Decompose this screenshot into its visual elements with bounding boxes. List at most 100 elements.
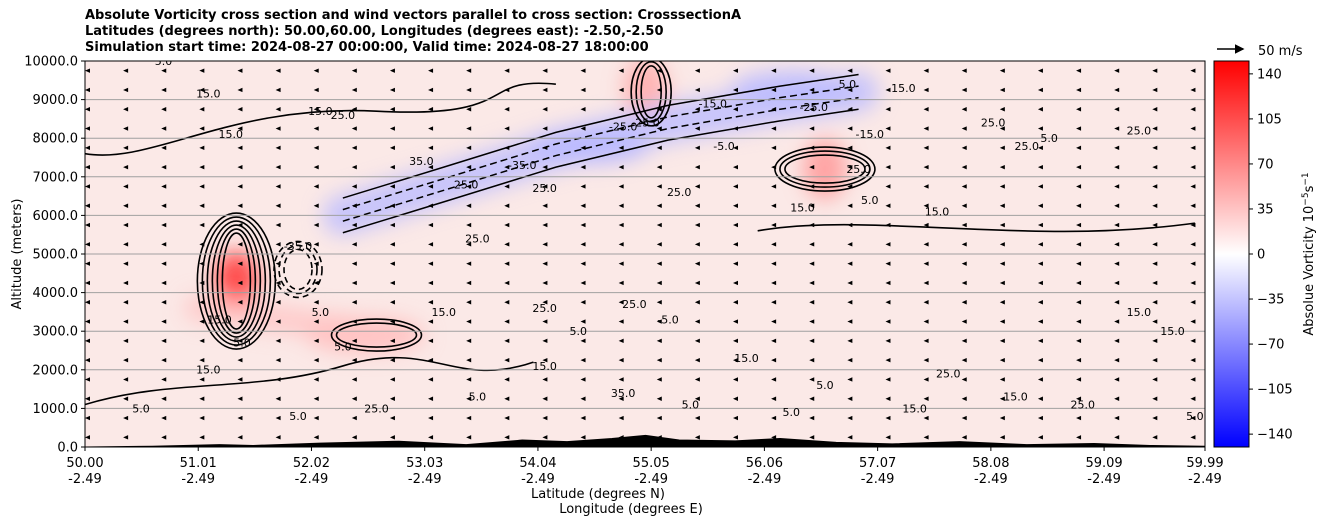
wind-vector-563 — [1152, 377, 1158, 382]
wind-vector-463 — [961, 377, 967, 382]
wind-vector-41 — [161, 415, 167, 421]
wind-vector-469 — [961, 261, 967, 266]
wind-vector-167 — [389, 300, 395, 305]
wind-vector-522 — [1076, 396, 1082, 401]
wind-vector-478 — [961, 87, 967, 93]
wind-vector-218 — [466, 87, 472, 93]
wind-vector-257 — [542, 107, 548, 112]
contour-label-41: 5.0 — [289, 410, 307, 423]
wind-vector-374 — [771, 164, 777, 170]
wind-vector-421 — [885, 415, 891, 421]
wind-vector-51 — [161, 222, 167, 228]
wind-vector-554 — [1114, 164, 1120, 170]
jet-contour-1 — [342, 96, 859, 222]
wind-vector-328 — [694, 280, 700, 286]
wind-vector-99 — [237, 68, 243, 73]
wind-vector-365 — [771, 338, 777, 344]
wind-vector-385 — [809, 338, 815, 344]
wind-vector-255 — [542, 145, 548, 151]
wind-vector-306 — [656, 319, 662, 324]
contour-label-33: -5.0 — [657, 313, 678, 326]
contour-label-13: -25.0 — [799, 101, 827, 114]
x-tick-lon-6: -2.49 — [748, 472, 782, 487]
wind-vector-138 — [313, 87, 319, 93]
wind-vector-338 — [694, 87, 700, 93]
wind-vector-186 — [428, 319, 434, 324]
wind-vector-182 — [428, 396, 434, 401]
wind-vector-503 — [1037, 377, 1043, 382]
wind-vector-339 — [694, 68, 700, 73]
wind-vector-462 — [961, 396, 967, 401]
wind-vector-337 — [694, 107, 700, 112]
wind-vector-396 — [809, 126, 815, 131]
wind-vector-552 — [1114, 203, 1120, 208]
wind-vector-108 — [275, 280, 281, 286]
wind-vector-224 — [504, 357, 510, 363]
wind-vector-42 — [161, 396, 167, 401]
wind-vector-336 — [694, 126, 700, 131]
contour-label-43: 5.0 — [469, 391, 487, 404]
wind-vector-4 — [85, 357, 90, 363]
wind-vector-521 — [1076, 415, 1082, 421]
wind-vector-26 — [123, 319, 129, 324]
contour-label-6: 25.0 — [454, 178, 479, 191]
wind-vector-539 — [1076, 68, 1082, 73]
wind-vector-513 — [1037, 184, 1043, 189]
wind-vector-71 — [199, 222, 205, 228]
wind-vector-80 — [237, 435, 243, 440]
wind-vector-496 — [999, 126, 1005, 131]
wind-vector-171 — [389, 222, 395, 228]
wind-vector-549 — [1114, 261, 1120, 266]
contour-label-7: -35.0 — [508, 159, 536, 172]
wind-vector-246 — [542, 319, 548, 324]
wind-vector-409 — [847, 261, 853, 266]
wind-vector-23 — [123, 377, 129, 382]
wind-vector-149 — [351, 261, 357, 266]
wind-vector-185 — [428, 338, 434, 344]
x-tick-lon-2: -2.49 — [295, 472, 329, 487]
wind-vector-467 — [961, 300, 967, 305]
wind-vector-331 — [694, 222, 700, 228]
contour-label-8: 25.0 — [532, 182, 557, 195]
x-tick-lat-6: 56.06 — [746, 456, 783, 471]
wind-vector-299 — [618, 68, 624, 73]
wind-vector-86 — [237, 319, 243, 324]
wind-vector-164 — [389, 357, 395, 363]
x-axis-label-longitude: Longitude (degrees E) — [559, 502, 703, 517]
wind-vector-187 — [428, 300, 434, 305]
wind-vector-352 — [733, 203, 739, 208]
wind-vector-322 — [694, 396, 700, 401]
wind-vector-397 — [809, 107, 815, 112]
x-tick-lat-0: 50.00 — [66, 456, 103, 471]
wind-vector-492 — [999, 203, 1005, 208]
wind-vector-291 — [618, 222, 624, 228]
wind-vector-278 — [580, 87, 586, 93]
wind-vector-405 — [847, 338, 853, 344]
wind-vector-357 — [733, 107, 739, 112]
wind-vector-160 — [389, 435, 395, 440]
wind-vector-494 — [999, 164, 1005, 170]
wind-vector-285 — [618, 338, 624, 344]
wind-vector-293 — [618, 184, 624, 189]
wind-vector-53 — [161, 184, 167, 189]
wind-vector-468 — [961, 280, 967, 286]
wind-vector-364 — [771, 357, 777, 363]
wind-vector-78 — [199, 87, 205, 93]
wind-vector-47 — [161, 300, 167, 305]
contour-label-25: 15.0 — [196, 364, 221, 377]
wind-vector-538 — [1076, 87, 1082, 93]
wind-vector-320 — [694, 435, 700, 440]
contour-2-2 — [774, 146, 876, 192]
wind-vector-459 — [923, 68, 929, 73]
wind-vector-126 — [313, 319, 319, 324]
wind-vector-142 — [351, 396, 357, 401]
wind-vector-319 — [656, 68, 662, 73]
wind-vector-423 — [885, 377, 891, 382]
x-tick-lat-2: 52.02 — [293, 456, 330, 471]
wind-vector-464 — [961, 357, 967, 363]
wind-vector-458 — [923, 87, 929, 93]
wind-vector-90 — [237, 242, 243, 247]
wind-vector-244 — [542, 357, 548, 363]
wind-vector-17 — [85, 107, 90, 112]
wind-vector-190 — [428, 242, 434, 247]
